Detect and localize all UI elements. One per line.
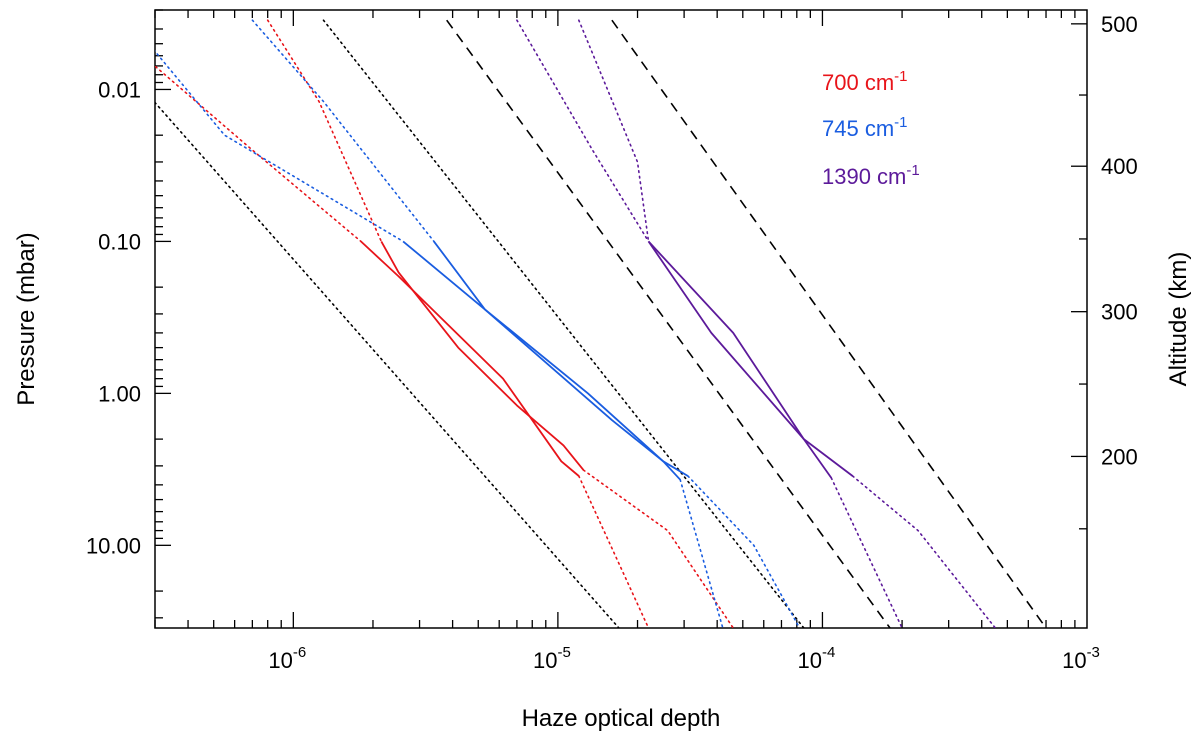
series-745-upper-solid [433, 240, 681, 481]
right-tick-label: 200 [1101, 444, 1138, 469]
right-tick-label: 500 [1101, 12, 1138, 37]
series-1390-upper-solid [647, 240, 854, 477]
series-1390-lower-dotted-steep [830, 477, 903, 628]
x-tick-label: 10-5 [533, 644, 571, 673]
legend: 700 cm-1 745 cm-1 1390 cm-1 [822, 68, 920, 189]
y-tick-label: 0.10 [98, 229, 141, 254]
series-group [155, 19, 1047, 628]
x-tick-label: 10-4 [798, 644, 836, 673]
series-745-upper-dotted-shallow [155, 50, 404, 243]
series-745-upper-dotted-steep [251, 19, 435, 243]
series-1390-lower-dotted-shallow [851, 475, 997, 628]
legend-item-700: 700 cm-1 [822, 68, 908, 95]
y-tick-label: 0.01 [98, 77, 141, 102]
series-700-lower-dotted-shallow [582, 469, 735, 628]
series-reference-4 [611, 19, 1047, 628]
series-1390-lower-solid [647, 240, 833, 479]
series-1390-upper-dotted-steep [577, 19, 650, 243]
legend-item-1390: 1390 cm-1 [822, 162, 920, 189]
y-tick-label: 10.00 [86, 533, 141, 558]
legend-item-745: 745 cm-1 [822, 114, 908, 141]
x-tick-label: 10-6 [268, 644, 306, 673]
series-1390-upper-dotted-shallow [516, 19, 650, 243]
series-700-lower-solid [360, 240, 580, 477]
series-700-upper-solid [380, 240, 585, 471]
series-745-lower-dotted-shallow [687, 475, 801, 628]
plot-frame [154, 9, 1088, 629]
series-700-upper-dotted-shallow [155, 65, 362, 243]
series-745-lower-dotted-steep [679, 478, 724, 628]
series-700-upper-dotted-steep [266, 19, 383, 243]
tick-labels: 500 400 300 200 0.01 0.10 1.00 10.00 10-6 10-5 10-… [86, 12, 1138, 673]
axis-ticks [154, 9, 1087, 628]
y-axis-title-left: Pressure (mbar) [13, 232, 40, 405]
right-tick-label: 400 [1101, 154, 1138, 179]
x-tick-label: 10-3 [1062, 644, 1100, 673]
series-reference-2 [322, 19, 805, 628]
series-reference-3 [446, 19, 891, 628]
series-745-lower-solid [402, 240, 689, 477]
y-tick-label: 1.00 [98, 381, 141, 406]
y-axis-title-right: Altitude (km) [1165, 252, 1192, 387]
x-axis-title: Haze optical depth [522, 705, 721, 732]
right-tick-label: 300 [1101, 300, 1138, 325]
series-700-lower-dotted-steep [577, 475, 650, 628]
